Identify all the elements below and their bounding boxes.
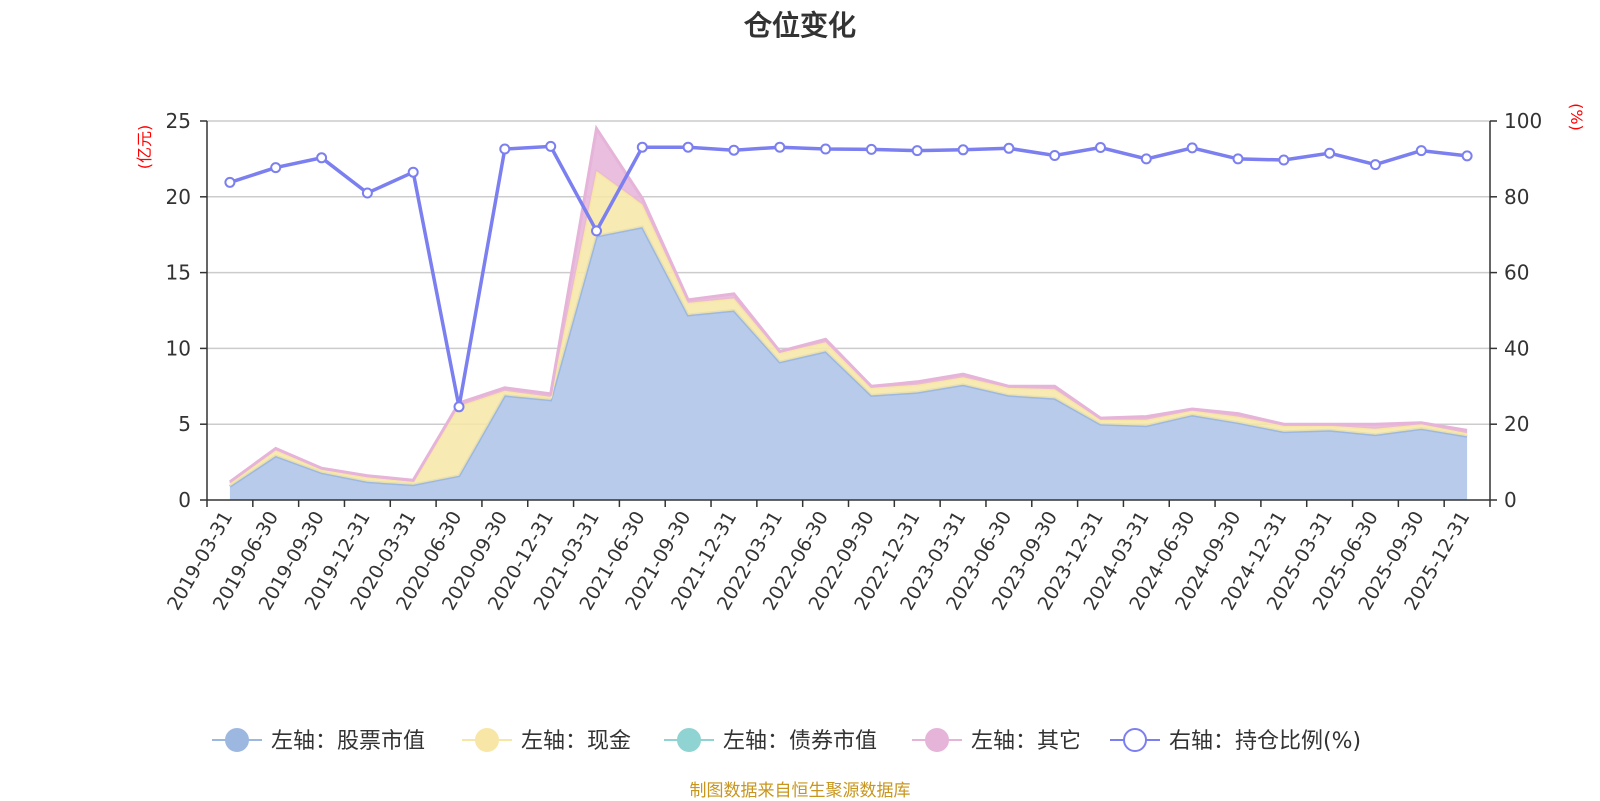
legend-marker [225,728,249,752]
stock-value-area [229,227,1468,500]
legend-other[interactable]: 左轴：其它 [912,728,1081,754]
position-ratio-point [1140,153,1152,165]
left-axis-tick-label: 25 [166,109,191,133]
position-ratio-point [865,143,877,155]
legend-position-ratio[interactable]: 右轴：持仓比例(%) [1110,728,1361,754]
other-area [229,128,1468,484]
position-ratio-point [636,141,648,153]
position-ratio-point [957,144,969,156]
legend-cash[interactable]: 左轴：现金 [462,728,631,754]
legend-marker [925,728,949,752]
other-area-line [229,124,1468,484]
position-ratio-point [1232,153,1244,165]
right-axis-tick-label: 20 [1504,412,1529,436]
position-ratio-point [728,144,740,156]
position-ratio-point [407,166,419,178]
legend-label: 左轴：股票市值 [271,729,425,754]
legend-marker [1123,728,1147,752]
legend[interactable]: 左轴：股票市值 左轴：现金 左轴：债券市值 左轴：其它 右轴：持仓比例(%) [212,728,1361,754]
right-axis-tick-label: 80 [1504,185,1529,209]
legend-label: 左轴：债券市值 [723,729,877,754]
position-ratio-point [682,141,694,153]
left-axis-unit-label: (亿元) [135,125,154,170]
position-ratio-point [591,225,602,237]
position-ratio-point [1324,147,1336,159]
legend-marker [677,728,701,752]
legend-label: 左轴：现金 [521,729,631,754]
position-ratio-point [545,140,557,152]
position-ratio-point [224,176,236,188]
position-ratio-point [820,143,832,155]
position-ratio-point [1049,150,1061,161]
legend-label: 右轴：持仓比例(%) [1169,729,1361,754]
right-axis-tick-label: 60 [1504,261,1529,285]
legend-label: 左轴：其它 [971,729,1081,754]
left-axis-tick-label: 20 [166,185,191,209]
position-ratio-point [1003,142,1015,154]
position-ratio-point [911,145,923,157]
position-ratio-point [1095,142,1106,153]
position-ratio-point [453,401,465,413]
chart-title: 仓位变化 [743,9,856,42]
position-ratio-point [1415,145,1427,157]
right-axis-unit-label: (%) [1567,103,1586,131]
position-ratio-point [1186,142,1198,154]
position-ratio-point [316,152,328,164]
position-ratio-point [1278,154,1290,166]
left-axis-tick-label: 0 [178,488,191,512]
right-axis-tick-label: 100 [1504,109,1542,133]
right-axis-tick-label: 40 [1504,336,1529,360]
legend-stock-value[interactable]: 左轴：股票市值 [212,728,425,754]
position-ratio-point [499,143,511,155]
position-ratio-point [774,141,786,153]
source-note: 制图数据来自恒生聚源数据库 [689,781,911,801]
left-axis-tick-label: 15 [166,261,191,285]
legend-bond-value[interactable]: 左轴：债券市值 [664,728,877,754]
left-axis-tick-label: 10 [166,336,191,360]
position-ratio-point [270,162,282,174]
area-layer [229,124,1468,500]
position-ratio-point [1461,150,1473,162]
position-ratio-line [229,144,1468,408]
left-axis-tick-label: 5 [178,412,191,436]
legend-marker [475,728,499,752]
right-axis-tick-label: 0 [1504,488,1517,512]
ratio-layer [224,140,1473,413]
position-ratio-point [361,187,373,199]
position-ratio-point [1369,159,1381,171]
